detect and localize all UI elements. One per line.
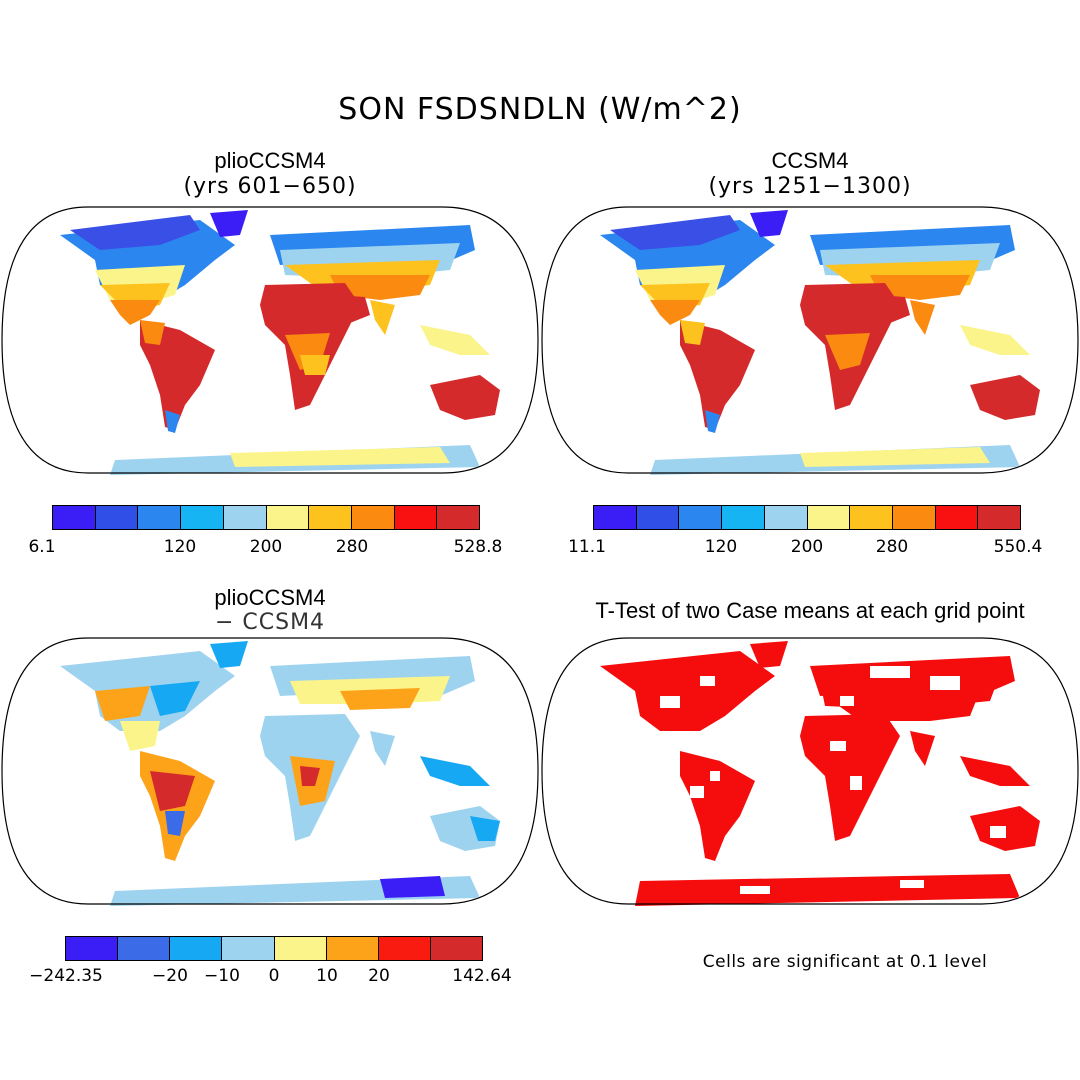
colorbar-swatch	[679, 506, 723, 529]
map-bottom-left	[0, 636, 539, 906]
map-top-left	[0, 205, 539, 475]
tick-label: 10	[316, 966, 338, 986]
tick-label: −20	[152, 966, 188, 986]
tick-label: 0	[268, 966, 280, 986]
colorbar-swatch	[53, 506, 96, 529]
tick-label: −242.35	[29, 966, 103, 986]
colorbar-swatch	[326, 937, 379, 960]
tick-label: 20	[368, 966, 390, 986]
panel-subtitle-top-right: (yrs 1251−1300)	[708, 174, 912, 199]
tick-label: 142.64	[452, 966, 512, 986]
tick-label: 120	[163, 537, 197, 557]
map-bottom-right	[540, 636, 1079, 906]
panel-title-bottom-left: plioCCSM4	[214, 585, 326, 610]
colorbar-swatch	[222, 937, 275, 960]
colorbar-swatch	[430, 937, 482, 960]
colorbar-swatch	[351, 506, 395, 529]
colorbar-swatch	[66, 937, 119, 960]
tick-label: 11.1	[568, 537, 606, 557]
colorbar-swatch	[892, 506, 936, 529]
colorbar-swatch	[181, 506, 224, 529]
colorbar-swatch	[138, 506, 182, 529]
colorbar-swatch	[95, 506, 139, 529]
tick-label: 550.4	[993, 537, 1043, 557]
map-top-right	[540, 205, 1079, 475]
colorbar-swatch	[378, 937, 431, 960]
colorbar-swatch	[978, 506, 1021, 529]
colorbar-swatch	[722, 506, 765, 529]
colorbar-bottom-left	[65, 936, 483, 961]
tick-label: 280	[335, 537, 369, 557]
colorbar-swatch	[636, 506, 680, 529]
colorbar-swatch	[850, 506, 893, 529]
tick-label: 200	[249, 537, 283, 557]
colorbar-top-right	[593, 505, 1021, 530]
colorbar-swatch	[274, 937, 327, 960]
tick-label: 6.1	[28, 537, 56, 557]
tick-label: 280	[875, 537, 909, 557]
tick-label: −10	[204, 966, 240, 986]
colorbar-swatch	[935, 506, 979, 529]
colorbar-swatch	[394, 506, 438, 529]
colorbar-swatch	[118, 937, 171, 960]
figure-title: SON FSDSNDLN (W/m^2)	[338, 92, 742, 127]
tick-label: 528.8	[453, 537, 503, 557]
colorbar-swatch	[266, 506, 310, 529]
tick-label: 120	[704, 537, 738, 557]
panel-title-top-right: CCSM4	[771, 148, 849, 173]
colorbar-swatch	[223, 506, 267, 529]
colorbar-swatch	[170, 937, 223, 960]
colorbar-swatch	[437, 506, 480, 529]
colorbar-swatch	[309, 506, 352, 529]
colorbar-swatch	[764, 506, 808, 529]
tick-label: 200	[790, 537, 824, 557]
panel-title-bottom-right: T-Test of two Case means at each grid po…	[595, 598, 1025, 623]
panel-subtitle-bottom-left: − CCSM4	[214, 610, 326, 635]
panel-subtitle-top-left: (yrs 601−650)	[183, 174, 357, 199]
colorbar-swatch	[807, 506, 851, 529]
significance-note: Cells are significant at 0.1 level	[702, 952, 988, 972]
panel-title-top-left: plioCCSM4	[214, 148, 326, 173]
colorbar-top-left	[52, 505, 480, 530]
colorbar-swatch	[594, 506, 637, 529]
